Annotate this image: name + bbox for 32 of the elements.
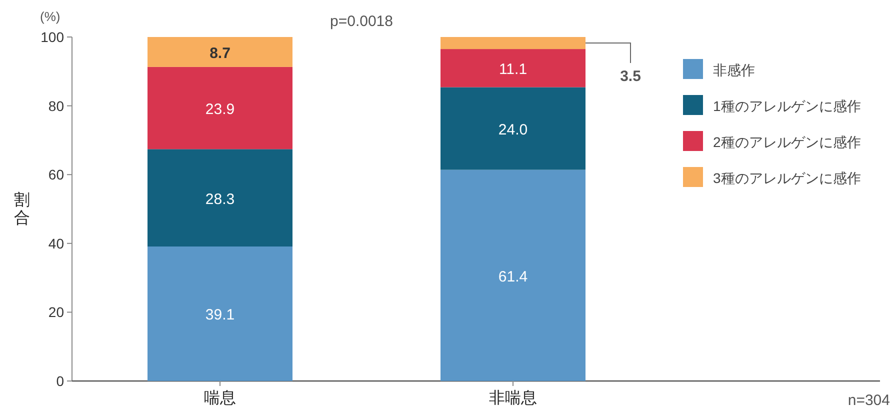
data-label: 11.1 <box>498 61 528 78</box>
text: p=0.0018 <box>330 13 393 30</box>
y-axis-title: 割合 <box>14 191 30 227</box>
bar <box>148 246 292 381</box>
x-tick-label: 喘息 <box>204 389 236 407</box>
bar <box>148 66 292 150</box>
data-label: 61.4 <box>498 268 528 286</box>
legend-label: 1種のアレルゲンに感作 <box>713 98 861 114</box>
data-label: 28.3 <box>205 190 235 208</box>
y-tick-label: 60 <box>48 166 64 183</box>
legend-label: 3種のアレルゲンに感作 <box>713 170 861 186</box>
text: (%) <box>40 9 60 24</box>
y-tick-label: 0 <box>56 373 64 389</box>
y-tick-label: 40 <box>48 235 64 252</box>
y-tick-label: 20 <box>48 304 64 320</box>
data-label: 23.9 <box>205 101 235 118</box>
text: n=304 <box>848 392 890 409</box>
bar <box>440 37 586 50</box>
y-tick-label: 80 <box>48 98 64 114</box>
data-label: 24.0 <box>498 122 528 139</box>
legend-label: 非感作 <box>713 62 755 78</box>
data-label: 3.5 <box>620 68 641 86</box>
x-tick-label: 非喘息 <box>489 389 537 407</box>
bar <box>148 37 292 67</box>
y-tick-label: 100 <box>40 29 64 45</box>
data-label: 8.7 <box>210 44 230 62</box>
bar <box>440 49 586 88</box>
bar <box>440 87 586 170</box>
legend-label: 2種のアレルゲンに感作 <box>713 134 861 150</box>
bar <box>148 149 292 246</box>
data-label: 39.1 <box>205 306 235 324</box>
bar <box>440 170 586 381</box>
